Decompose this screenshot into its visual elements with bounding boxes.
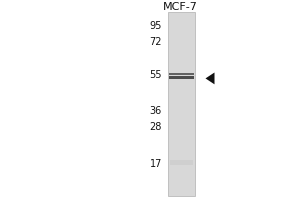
Bar [169, 76, 194, 79]
Bar [169, 73, 194, 75]
Text: 55: 55 [149, 70, 162, 80]
Polygon shape [206, 72, 214, 84]
Bar [170, 160, 193, 165]
Text: MCF-7: MCF-7 [163, 2, 197, 12]
Text: 72: 72 [149, 37, 162, 47]
Bar [168, 12, 195, 196]
Text: 95: 95 [150, 21, 162, 31]
Text: 28: 28 [150, 122, 162, 132]
Text: 36: 36 [150, 106, 162, 116]
Text: 17: 17 [150, 159, 162, 169]
